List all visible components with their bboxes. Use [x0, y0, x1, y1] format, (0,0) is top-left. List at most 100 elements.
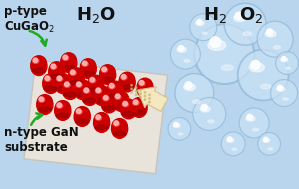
Circle shape — [277, 85, 283, 90]
Circle shape — [251, 60, 260, 70]
Circle shape — [49, 62, 65, 77]
Circle shape — [57, 76, 62, 81]
Ellipse shape — [283, 98, 288, 100]
Ellipse shape — [51, 65, 57, 69]
Ellipse shape — [173, 123, 180, 127]
Ellipse shape — [82, 71, 94, 76]
Circle shape — [114, 121, 118, 125]
Ellipse shape — [76, 119, 89, 124]
Ellipse shape — [80, 60, 96, 78]
Ellipse shape — [55, 101, 71, 120]
Ellipse shape — [82, 62, 88, 66]
Circle shape — [178, 46, 184, 51]
Ellipse shape — [43, 75, 59, 93]
Ellipse shape — [31, 57, 47, 76]
Ellipse shape — [277, 87, 285, 91]
Circle shape — [221, 132, 245, 156]
Ellipse shape — [76, 110, 82, 114]
Circle shape — [202, 104, 207, 110]
Ellipse shape — [57, 77, 63, 81]
Circle shape — [193, 98, 226, 130]
Ellipse shape — [200, 106, 210, 112]
FancyArrow shape — [138, 87, 168, 112]
Ellipse shape — [51, 74, 63, 79]
Ellipse shape — [265, 31, 276, 37]
Circle shape — [69, 68, 84, 83]
Circle shape — [63, 55, 68, 60]
Circle shape — [137, 78, 152, 93]
Ellipse shape — [94, 87, 110, 105]
Ellipse shape — [45, 77, 51, 81]
Ellipse shape — [122, 102, 129, 107]
Ellipse shape — [55, 75, 71, 93]
Circle shape — [39, 97, 44, 101]
Ellipse shape — [261, 84, 271, 89]
Circle shape — [83, 61, 87, 66]
Circle shape — [144, 95, 146, 97]
Ellipse shape — [103, 106, 115, 110]
Circle shape — [175, 74, 214, 112]
Circle shape — [197, 19, 202, 24]
Ellipse shape — [115, 95, 121, 99]
Circle shape — [77, 109, 81, 113]
Circle shape — [45, 76, 50, 81]
Ellipse shape — [95, 89, 102, 93]
Circle shape — [239, 108, 269, 138]
Circle shape — [109, 83, 114, 88]
Ellipse shape — [273, 46, 280, 49]
Ellipse shape — [57, 86, 69, 91]
Ellipse shape — [57, 104, 63, 108]
Circle shape — [94, 86, 109, 101]
Ellipse shape — [120, 100, 137, 119]
Circle shape — [31, 56, 47, 71]
Ellipse shape — [193, 100, 200, 104]
Ellipse shape — [178, 133, 183, 135]
Ellipse shape — [88, 76, 104, 95]
Ellipse shape — [109, 84, 115, 89]
Circle shape — [170, 39, 200, 69]
Circle shape — [37, 95, 53, 110]
Circle shape — [75, 107, 90, 122]
Circle shape — [81, 59, 96, 74]
Circle shape — [210, 37, 221, 48]
Ellipse shape — [122, 112, 135, 116]
Ellipse shape — [70, 80, 83, 85]
Ellipse shape — [101, 77, 114, 82]
Circle shape — [120, 72, 135, 88]
Ellipse shape — [74, 108, 90, 126]
Circle shape — [90, 77, 94, 82]
Circle shape — [144, 92, 146, 93]
Ellipse shape — [94, 113, 110, 132]
Ellipse shape — [281, 58, 288, 62]
Circle shape — [140, 89, 141, 91]
Circle shape — [133, 100, 138, 104]
Circle shape — [88, 75, 103, 91]
Circle shape — [33, 58, 38, 63]
Ellipse shape — [249, 63, 264, 72]
Ellipse shape — [95, 98, 108, 103]
Ellipse shape — [133, 101, 139, 105]
Circle shape — [102, 93, 117, 108]
Ellipse shape — [121, 75, 127, 80]
Circle shape — [103, 95, 108, 100]
Text: n-type GaN
substrate: n-type GaN substrate — [4, 126, 79, 154]
Circle shape — [75, 80, 90, 95]
Circle shape — [61, 53, 76, 68]
Circle shape — [149, 94, 150, 96]
Circle shape — [174, 122, 178, 126]
Ellipse shape — [286, 67, 290, 69]
Ellipse shape — [196, 21, 204, 26]
Circle shape — [114, 92, 129, 107]
Ellipse shape — [64, 92, 77, 97]
Ellipse shape — [57, 113, 69, 118]
Circle shape — [131, 88, 132, 90]
Ellipse shape — [107, 82, 123, 101]
Circle shape — [84, 88, 89, 92]
Ellipse shape — [76, 83, 82, 87]
Ellipse shape — [95, 125, 108, 130]
Circle shape — [108, 81, 123, 96]
Ellipse shape — [49, 63, 65, 81]
Text: H$_2$  O$_2$: H$_2$ O$_2$ — [203, 5, 263, 25]
Ellipse shape — [74, 81, 90, 99]
Ellipse shape — [133, 110, 145, 115]
